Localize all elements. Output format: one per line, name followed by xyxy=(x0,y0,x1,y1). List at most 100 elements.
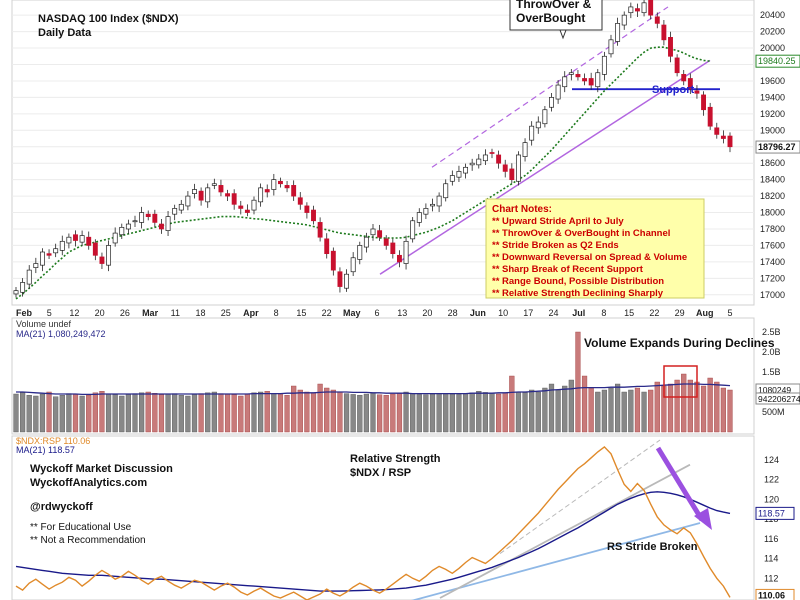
candle-up xyxy=(192,189,197,194)
candle-up xyxy=(53,248,59,254)
volume-bar xyxy=(191,394,198,433)
volume-bar xyxy=(218,393,224,433)
candle-down xyxy=(264,189,270,193)
volume-bar xyxy=(158,394,165,433)
volume-bar xyxy=(390,393,396,433)
throwover-line2: OverBought xyxy=(516,11,585,25)
candle-up xyxy=(139,212,145,223)
x-tick-label: 5 xyxy=(727,308,732,318)
volume-bar xyxy=(92,392,98,433)
rs-channel-line xyxy=(439,463,691,599)
price-tick-label: 19000 xyxy=(760,125,785,135)
x-tick-label: Feb xyxy=(16,308,33,318)
footer-line-2: WyckoffAnalytics.com xyxy=(30,477,147,489)
candle-up xyxy=(436,195,442,207)
candle-up xyxy=(416,212,422,223)
x-tick-label: 8 xyxy=(274,308,279,318)
candle-down xyxy=(720,135,726,139)
rs-last-value-label: 110.06 xyxy=(758,590,785,600)
candle-up xyxy=(549,97,554,108)
volume-tick-label: 1.5B xyxy=(762,367,781,377)
candle-up xyxy=(628,6,634,14)
volume-bar xyxy=(416,394,422,433)
candle-down xyxy=(198,190,204,201)
price-tick-label: 20200 xyxy=(760,27,785,37)
candle-down xyxy=(337,271,343,287)
x-tick-label: 15 xyxy=(296,308,306,318)
volume-value-tag: 942206274 xyxy=(755,392,800,405)
candle-down xyxy=(687,78,693,90)
candle-up xyxy=(26,269,32,285)
volume-tick-label: 500M xyxy=(762,407,785,417)
candle-up xyxy=(641,2,647,14)
volume-bar xyxy=(648,389,654,433)
volume-bar xyxy=(165,393,171,433)
x-tick-label: 22 xyxy=(322,308,332,318)
volume-bar xyxy=(502,392,508,433)
candle-down xyxy=(701,94,707,111)
candle-up xyxy=(482,154,488,162)
volume-bar xyxy=(66,393,72,433)
candle-up xyxy=(403,240,409,264)
volume-bar xyxy=(33,395,39,433)
volume-bar xyxy=(337,391,343,433)
price-tick-label: 17200 xyxy=(760,273,785,283)
candle-up xyxy=(529,125,535,141)
chart-note-5: ** Sharp Break of Recent Support xyxy=(492,264,644,275)
x-tick-label: May xyxy=(343,308,361,318)
volume-bar xyxy=(119,395,125,433)
candle-up xyxy=(20,282,26,293)
candle-down xyxy=(311,209,316,222)
volume-bar xyxy=(277,394,284,433)
candle-down xyxy=(582,78,588,82)
x-tick-label: 26 xyxy=(120,308,130,318)
candle-up xyxy=(456,171,462,178)
volume-bar xyxy=(46,391,52,433)
candle-up xyxy=(125,223,131,230)
price-tick-label: 18200 xyxy=(760,191,785,201)
volume-bar xyxy=(317,383,323,433)
rs-ma-value-label: 118.57 xyxy=(758,508,785,518)
volume-bar xyxy=(456,394,462,433)
candle-down xyxy=(489,152,495,154)
volume-bar xyxy=(476,391,482,433)
candle-up xyxy=(205,187,211,203)
volume-bar xyxy=(542,387,548,433)
candle-up xyxy=(178,203,184,211)
volume-bar xyxy=(621,391,627,433)
candle-down xyxy=(92,242,98,256)
volume-bar xyxy=(403,391,409,433)
volume-bar xyxy=(297,389,303,433)
x-tick-label: 6 xyxy=(374,308,379,318)
price-tick-label: 17600 xyxy=(760,240,785,250)
volume-bar xyxy=(178,395,184,433)
price-tick-label: 18600 xyxy=(760,158,785,168)
chart-subtitle: Daily Data xyxy=(38,27,92,39)
candle-up xyxy=(423,208,429,215)
candle-up xyxy=(185,195,191,207)
volume-bar xyxy=(700,385,707,433)
chart-note-7: ** Relative Strength Declining Sharply xyxy=(492,288,664,299)
rs-tick-label: 120 xyxy=(764,494,779,504)
price-tick-label: 17000 xyxy=(760,290,785,300)
rs-tick-label: 124 xyxy=(764,455,779,465)
candle-down xyxy=(502,164,508,172)
price-tick-label: 20000 xyxy=(760,43,785,53)
x-tick-label: 22 xyxy=(649,308,659,318)
volume-bar xyxy=(588,387,594,433)
candle-down xyxy=(225,193,231,197)
chart-note-3: ** Stride Broken as Q2 Ends xyxy=(492,240,619,251)
candle-up xyxy=(66,236,72,244)
volume-bar xyxy=(343,393,350,433)
volume-bar xyxy=(654,381,660,433)
volume-bar xyxy=(99,391,105,433)
volume-bar xyxy=(529,389,535,433)
candle-down xyxy=(714,127,720,135)
volume-bars xyxy=(13,331,733,433)
candle-up xyxy=(13,290,19,295)
price-candles xyxy=(13,0,733,300)
chart-note-1: ** Upward Stride April to July xyxy=(492,216,624,227)
volume-bar xyxy=(26,395,32,433)
candle-up xyxy=(119,226,125,236)
volume-bar xyxy=(443,393,449,433)
